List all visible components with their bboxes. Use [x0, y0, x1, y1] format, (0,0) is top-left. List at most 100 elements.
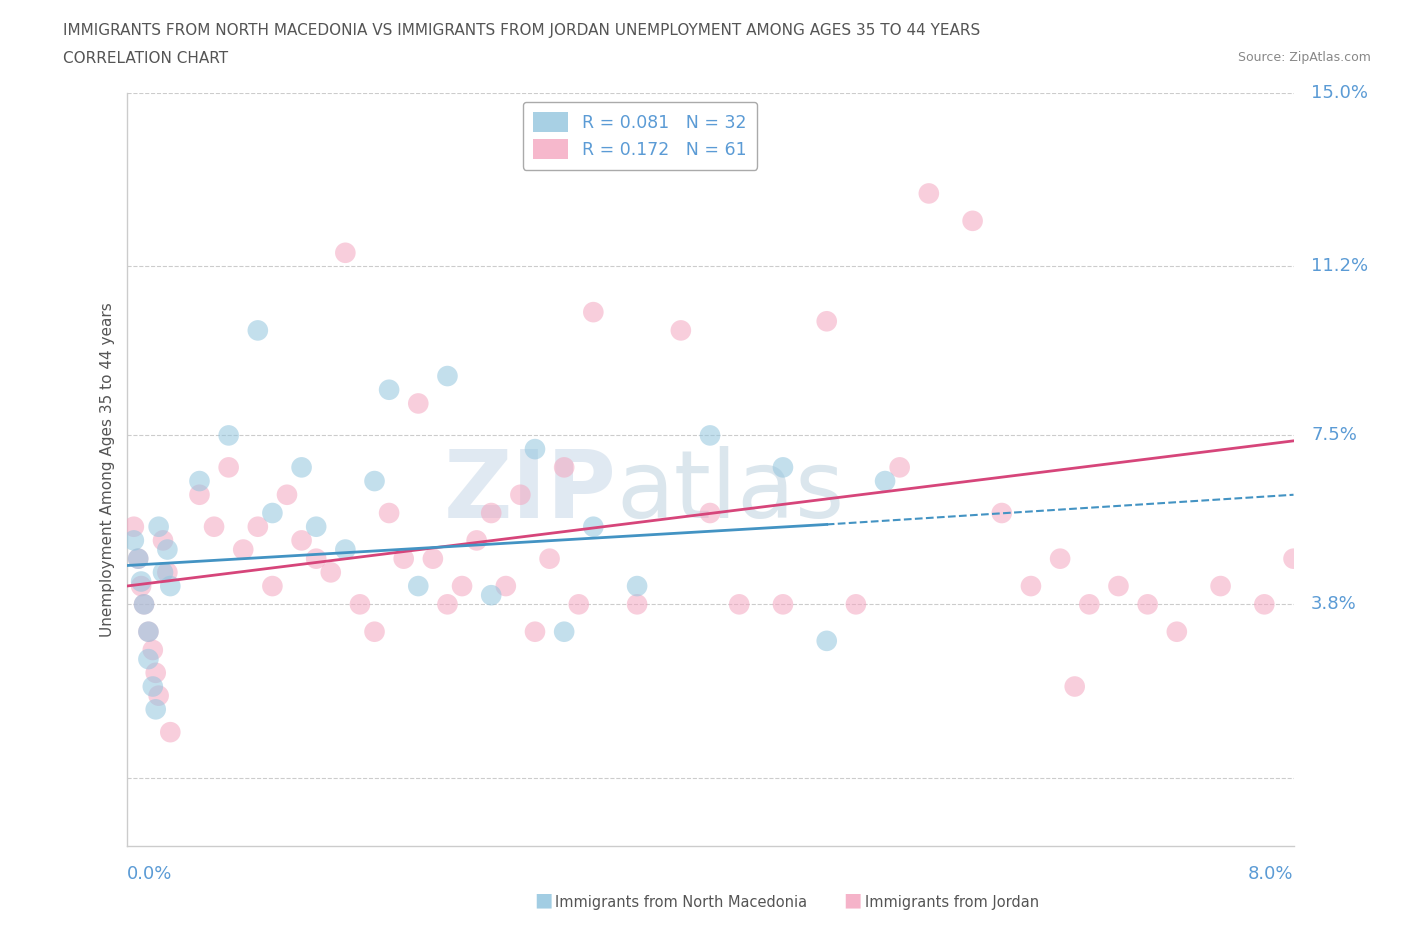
Text: Immigrants from North Macedonia: Immigrants from North Macedonia	[555, 895, 807, 910]
Point	[495, 578, 517, 593]
Point	[159, 724, 181, 739]
Point	[378, 382, 401, 397]
Text: ■: ■	[534, 891, 553, 910]
Point	[568, 597, 591, 612]
Point	[845, 597, 868, 612]
Point	[728, 597, 751, 612]
Point	[1108, 578, 1130, 593]
Point	[669, 323, 692, 338]
Point	[156, 565, 179, 579]
Point	[218, 428, 240, 443]
Legend: R = 0.081   N = 32, R = 0.172   N = 61: R = 0.081 N = 32, R = 0.172 N = 61	[523, 101, 756, 169]
Point	[815, 633, 838, 648]
Point	[451, 578, 474, 593]
Point	[132, 597, 155, 612]
Point	[142, 679, 165, 694]
Point	[582, 519, 605, 534]
Text: IMMIGRANTS FROM NORTH MACEDONIA VS IMMIGRANTS FROM JORDAN UNEMPLOYMENT AMONG AGE: IMMIGRANTS FROM NORTH MACEDONIA VS IMMIG…	[63, 23, 980, 38]
Point	[582, 305, 605, 320]
Point	[305, 551, 328, 566]
Text: Source: ZipAtlas.com: Source: ZipAtlas.com	[1237, 51, 1371, 64]
Text: 15.0%: 15.0%	[1310, 84, 1368, 102]
Point	[875, 473, 897, 488]
Point	[509, 487, 531, 502]
Point	[127, 551, 149, 566]
Point	[1282, 551, 1305, 566]
Text: 3.8%: 3.8%	[1310, 595, 1357, 613]
Point	[523, 624, 546, 639]
Point	[815, 313, 838, 328]
Point	[422, 551, 444, 566]
Point	[436, 368, 458, 383]
Point	[378, 506, 401, 521]
Point	[772, 460, 794, 475]
Point	[918, 186, 941, 201]
Point	[152, 565, 174, 579]
Point	[392, 551, 415, 566]
Point	[772, 597, 794, 612]
Point	[132, 597, 155, 612]
Point	[276, 487, 298, 502]
Text: 11.2%: 11.2%	[1310, 258, 1368, 275]
Point	[626, 597, 648, 612]
Point	[335, 246, 357, 260]
Point	[188, 487, 211, 502]
Point	[142, 643, 165, 658]
Point	[408, 396, 430, 411]
Point	[218, 460, 240, 475]
Point	[156, 542, 179, 557]
Point	[990, 506, 1012, 521]
Point	[479, 588, 502, 603]
Point	[699, 428, 721, 443]
Point	[129, 578, 152, 593]
Point	[699, 506, 721, 521]
Text: ■: ■	[844, 891, 862, 910]
Point	[479, 506, 502, 521]
Point	[538, 551, 561, 566]
Point	[152, 533, 174, 548]
Text: 7.5%: 7.5%	[1310, 427, 1357, 445]
Point	[246, 519, 269, 534]
Point	[305, 519, 328, 534]
Point	[159, 578, 181, 593]
Point	[138, 624, 160, 639]
Text: 0.0%: 0.0%	[127, 865, 172, 884]
Point	[1063, 679, 1085, 694]
Point	[148, 688, 170, 703]
Point	[1166, 624, 1188, 639]
Point	[408, 578, 430, 593]
Y-axis label: Unemployment Among Ages 35 to 44 years: Unemployment Among Ages 35 to 44 years	[100, 302, 115, 637]
Point	[129, 574, 152, 589]
Text: 8.0%: 8.0%	[1249, 865, 1294, 884]
Point	[148, 519, 170, 534]
Point	[1136, 597, 1159, 612]
Point	[262, 578, 284, 593]
Text: ZIP: ZIP	[444, 446, 617, 538]
Point	[290, 460, 312, 475]
Point	[145, 665, 167, 680]
Point	[188, 473, 211, 488]
Point	[202, 519, 225, 534]
Point	[553, 624, 575, 639]
Point	[138, 652, 160, 667]
Point	[1253, 597, 1275, 612]
Point	[1078, 597, 1101, 612]
Text: atlas: atlas	[617, 446, 845, 538]
Point	[246, 323, 269, 338]
Point	[553, 460, 575, 475]
Point	[138, 624, 160, 639]
Point	[122, 519, 145, 534]
Point	[1326, 578, 1348, 593]
Point	[363, 473, 385, 488]
Point	[335, 542, 357, 557]
Point	[363, 624, 385, 639]
Point	[232, 542, 254, 557]
Point	[145, 702, 167, 717]
Point	[1049, 551, 1071, 566]
Point	[1019, 578, 1042, 593]
Point	[523, 442, 546, 457]
Point	[436, 597, 458, 612]
Text: Immigrants from Jordan: Immigrants from Jordan	[865, 895, 1039, 910]
Point	[465, 533, 488, 548]
Point	[626, 578, 648, 593]
